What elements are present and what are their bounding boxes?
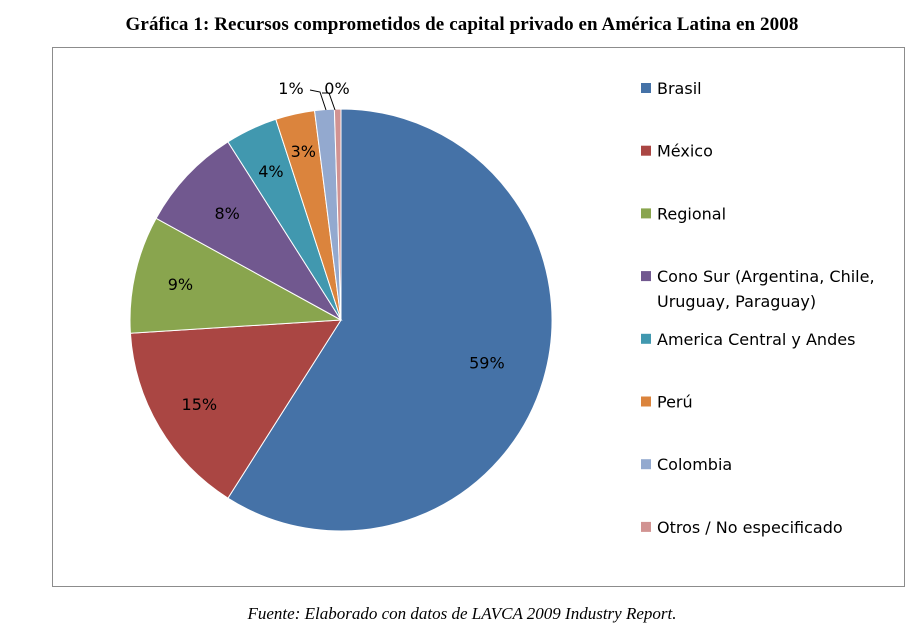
legend-label-mexico: México bbox=[657, 142, 713, 161]
pie-slice-mexico bbox=[129, 319, 342, 499]
legend-label-otros-no-especificado: Otros / No especificado bbox=[657, 518, 843, 537]
legend-swatch-peru bbox=[641, 396, 651, 407]
legend-label-cono-sur-argentina-chile-uruguay-paraguay: Uruguay, Paraguay) bbox=[657, 292, 816, 311]
legend-swatch-mexico bbox=[641, 145, 651, 156]
data-label-brasil: 59% bbox=[469, 353, 505, 372]
legend-label-peru: Perú bbox=[657, 393, 693, 412]
pie-slices bbox=[129, 108, 553, 532]
data-label-america-central-y-andes: 4% bbox=[258, 162, 283, 181]
pie-labels: 59% 15% 9% 8% 4% 3% 1% 0% bbox=[168, 79, 505, 414]
legend-swatch-regional bbox=[641, 208, 651, 219]
data-label-mexico: 15% bbox=[182, 395, 218, 414]
pie-slice-brasil bbox=[227, 108, 553, 532]
legend-swatch-cono-sur-argentina-chile-uruguay-paraguay bbox=[641, 271, 651, 282]
data-label-colombia: 1% bbox=[278, 79, 303, 98]
data-label-otros-no-especificado: 0% bbox=[324, 79, 349, 98]
pie-slice-cono-sur-argentina-chile-uruguay-paraguay bbox=[155, 141, 342, 321]
legend-label-colombia: Colombia bbox=[657, 455, 732, 474]
legend-swatch-otros-no-especificado bbox=[641, 521, 651, 532]
legend: Brasil México Regional Cono Sur (Argentina,… bbox=[641, 79, 875, 537]
pie-slice-regional bbox=[129, 217, 343, 334]
legend-swatch-brasil bbox=[641, 83, 651, 93]
legend-label-cono-sur-argentina-chile-uruguay-paraguay: Cono Sur (Argentina, Chile, bbox=[657, 267, 875, 286]
legend-label-brasil: Brasil bbox=[657, 79, 702, 98]
chart-title: Gráfica 1: Recursos comprometidos de cap… bbox=[125, 14, 799, 35]
leader-line-colombia bbox=[309, 89, 327, 111]
data-label-regional: 9% bbox=[168, 275, 193, 294]
legend-swatch-america-central-y-andes bbox=[641, 333, 651, 344]
legend-label-america-central-y-andes: America Central y Andes bbox=[657, 330, 855, 349]
legend-swatch-colombia bbox=[641, 459, 651, 470]
data-label-cono-sur-argentina-chile-uruguay-paraguay: 8% bbox=[215, 204, 240, 223]
legend-label-regional: Regional bbox=[657, 204, 726, 223]
leader-line-otros bbox=[322, 92, 336, 111]
data-label-peru: 3% bbox=[291, 142, 316, 161]
source-caption: Fuente: Elaborado con datos de LAVCA 200… bbox=[247, 604, 677, 623]
